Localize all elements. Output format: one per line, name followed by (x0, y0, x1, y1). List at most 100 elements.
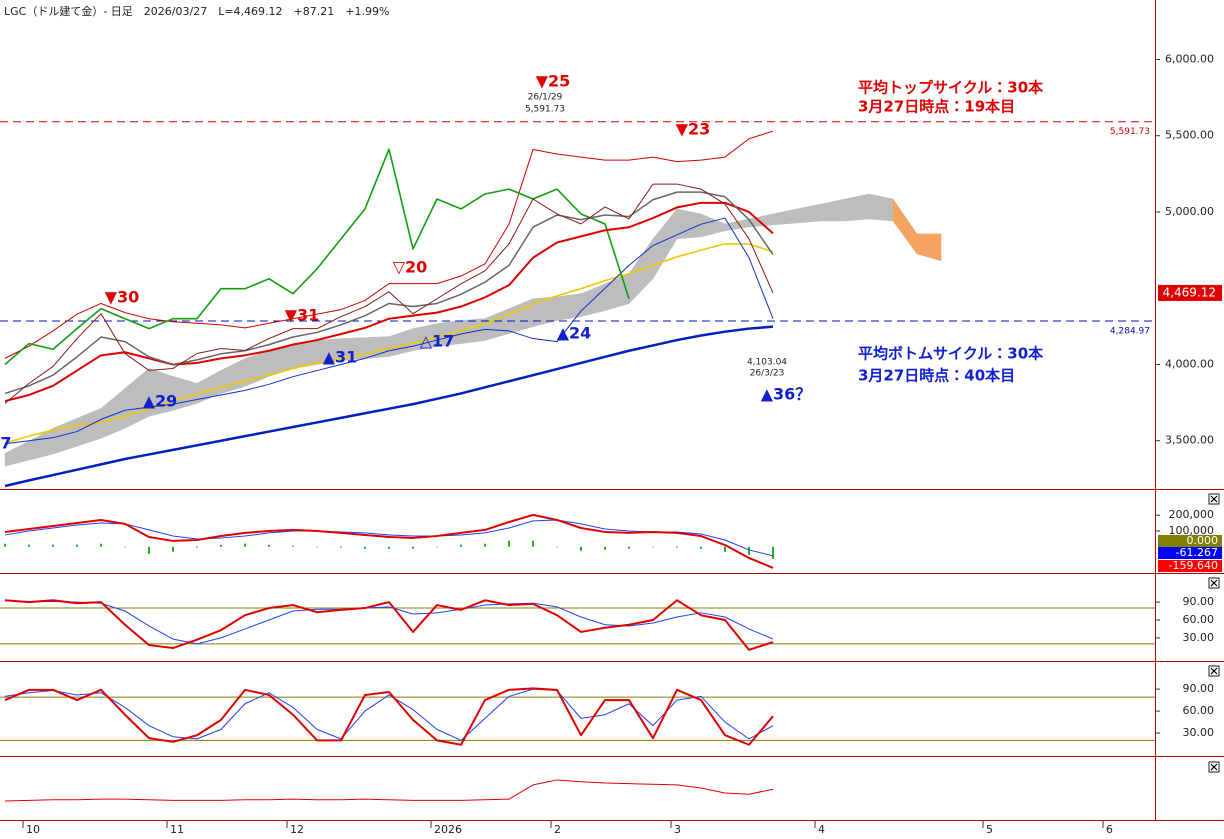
series-line (4, 688, 774, 741)
annotation: 26/3/23 (750, 369, 785, 379)
y-tick-label: 30.00 (1183, 726, 1215, 739)
x-tick-label: 12 (290, 823, 304, 836)
close-button[interactable] (1208, 665, 1220, 677)
series-line (4, 325, 774, 488)
series-line (4, 243, 774, 444)
annotations: ▼25 26/1/29 5,591.73 ▼23 ▽20 ▼30 ▼31 ▲31… (0, 72, 1044, 453)
annotation: 5,591.73 (525, 105, 565, 115)
x-tick-label: 2 (554, 823, 561, 836)
histogram-bar (700, 546, 702, 549)
close-button[interactable] (1208, 761, 1220, 773)
annotation: ▼25 (536, 72, 571, 91)
series-line (4, 148, 630, 366)
histogram-bar (508, 540, 510, 547)
x-tick-label: 10 (26, 823, 40, 836)
y-tick-label: 60.00 (1183, 704, 1215, 717)
last-price-box (1158, 284, 1222, 301)
cloud-segment (460, 318, 486, 344)
y-tick-label: 200,000 (1169, 508, 1215, 521)
annotation: 4,103.04 (747, 358, 787, 368)
series-line (4, 191, 774, 395)
series-line (4, 513, 774, 569)
x-tick-label: 6 (1106, 823, 1113, 836)
histogram-bar (748, 546, 750, 555)
series-line (4, 130, 774, 359)
histogram-bar (148, 546, 150, 554)
annotation: 26/1/29 (528, 93, 563, 103)
series-line (4, 600, 774, 645)
histogram-bar (460, 544, 462, 547)
annotation: ▲24 (557, 324, 592, 343)
histogram-bar (52, 544, 54, 547)
histogram-bar (316, 546, 318, 548)
y-tick-label: 90.00 (1183, 595, 1215, 608)
series-line (4, 201, 774, 403)
histogram-bar (556, 546, 558, 548)
series-line (4, 779, 774, 802)
histogram-bar (340, 546, 342, 548)
y-tick-label: 5,000.00 (1165, 205, 1214, 218)
histogram-bar (292, 545, 294, 547)
histogram-bar (724, 546, 726, 552)
annotation: ▼30 (105, 288, 140, 307)
annotation: 7 (0, 434, 11, 453)
value-box-label: 0.000 (1187, 534, 1219, 547)
histogram-bar (172, 546, 174, 552)
cloud-segment (676, 208, 702, 240)
histogram-bar (436, 546, 438, 548)
last-price-label: 4,469.12 (1163, 285, 1216, 299)
close-button[interactable] (1208, 577, 1220, 589)
histogram-bar (196, 546, 198, 548)
value-box (1158, 535, 1222, 547)
histogram-bar (364, 546, 366, 549)
cycle-note: 平均トップサイクル：30本 (858, 79, 1044, 97)
y-tick-label: 3,500.00 (1165, 434, 1214, 447)
y-tick-label: 4,000.00 (1165, 357, 1214, 370)
reference-label: 4,284.97 (1110, 327, 1150, 337)
y-tick-label: 60.00 (1183, 613, 1215, 626)
annotation: ▽20 (393, 258, 428, 277)
annotation: ▼23 (676, 120, 711, 139)
histogram-bar (388, 546, 390, 549)
close-button[interactable] (1208, 493, 1220, 505)
annotation: ▲31 (323, 348, 358, 367)
y-tick-label: 5,500.00 (1165, 129, 1214, 142)
cloud-segment (556, 293, 582, 321)
histogram-bar (76, 544, 78, 547)
histogram-bar (604, 546, 606, 550)
y-tick-label: 30.00 (1183, 631, 1215, 644)
y-tick-label: 6,000.00 (1165, 52, 1214, 65)
histogram-bar (676, 546, 678, 548)
histogram-bar (412, 546, 414, 549)
cloud-segment (868, 193, 894, 222)
series-line (4, 217, 774, 445)
y-tick-label: 90.00 (1183, 682, 1215, 695)
histogram-bar (628, 546, 630, 549)
series-line (4, 687, 774, 746)
x-tick-label: 2026 (434, 823, 462, 836)
cycle-note: 平均ボトムサイクル：30本 (858, 345, 1044, 363)
histogram-bar (652, 546, 654, 548)
cloud-segment (916, 233, 942, 262)
histogram-bar (28, 544, 30, 547)
header: LGC（ドル建て金）- 日足 2026/03/27 L=4,469.12 +87… (4, 5, 389, 18)
cycle-note: 3月27日時点：40本目 (858, 367, 1015, 385)
x-tick-label: 11 (170, 823, 184, 836)
x-tick-label: 4 (818, 823, 825, 836)
value-box (1158, 547, 1222, 559)
annotation: ▲36？ (761, 385, 812, 404)
annotation: ▼31 (285, 306, 320, 325)
reference-label: 5,591.73 (1110, 127, 1150, 137)
x-tick-label: 3 (674, 823, 681, 836)
value-box-label: -61.267 (1176, 546, 1218, 559)
series-line (4, 183, 774, 404)
histogram-bar (772, 546, 774, 559)
histogram-bar (532, 540, 534, 547)
annotation: △17 (420, 332, 455, 351)
histogram-bar (268, 544, 270, 547)
cloud-segment (364, 336, 390, 359)
x-tick-label: 5 (986, 823, 993, 836)
annotation: ▲29 (143, 392, 178, 411)
